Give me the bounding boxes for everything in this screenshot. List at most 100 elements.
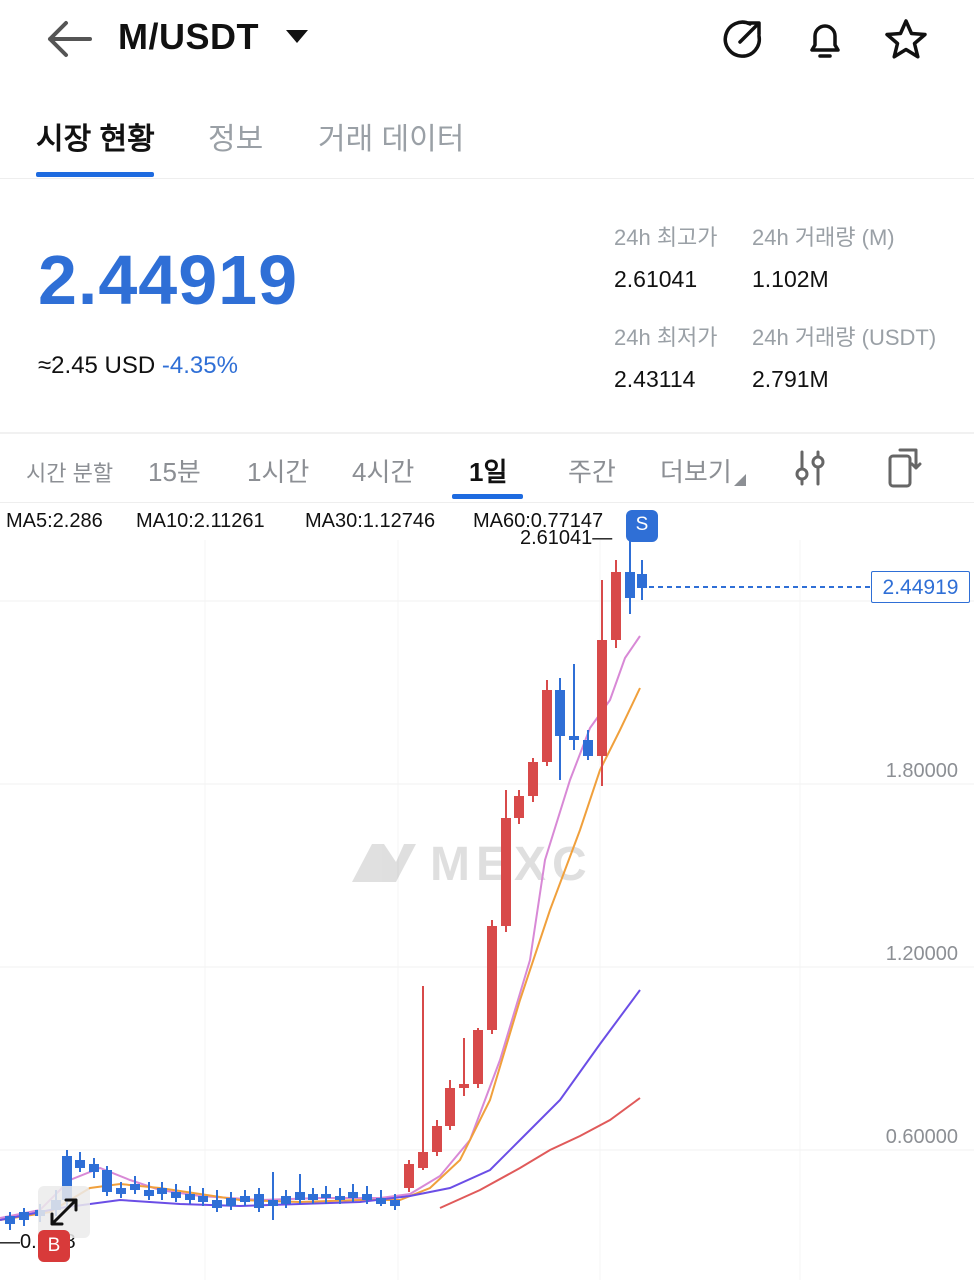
chart-grid (0, 540, 974, 1280)
sell-badge[interactable]: S (626, 510, 658, 542)
y-axis-label-060: 0.60000 (885, 1126, 958, 1148)
low-value: 2.43114 (614, 366, 696, 392)
screen-rotate-icon[interactable] (886, 446, 922, 490)
candle-body-6 (89, 1164, 99, 1172)
expand-chart-button[interactable] (38, 1186, 90, 1238)
candle-body-33 (459, 1084, 469, 1088)
candle-body-4 (62, 1156, 72, 1200)
candle-body-24 (335, 1196, 345, 1200)
candle-body-26 (362, 1194, 372, 1200)
ma30-line (0, 989, 641, 1221)
candle-body-18 (254, 1194, 264, 1208)
candle-body-22 (308, 1194, 318, 1200)
more-caret-icon (734, 474, 746, 486)
tf-weekly[interactable]: 주간 (568, 457, 616, 487)
high-label: 24h 최고가 (614, 225, 718, 250)
svg-text:MEXC: MEXC (430, 838, 593, 891)
candle-body-35 (487, 926, 497, 1030)
candle-body-8 (116, 1188, 126, 1194)
vol-usdt-value: 2.791M (752, 366, 829, 392)
candle-body-16 (226, 1198, 236, 1206)
section-divider (0, 432, 974, 434)
candle-body-12 (171, 1192, 181, 1198)
price-usd-change: ≈2.45 USD -4.35% (38, 352, 238, 380)
active-tab-indicator (36, 172, 154, 177)
candle-body-42 (583, 740, 593, 756)
candle-body-5 (75, 1160, 85, 1168)
candle-body-13 (185, 1194, 195, 1200)
usd-approx: ≈2.45 USD (38, 352, 156, 379)
high-value: 2.61041 (614, 266, 698, 292)
share-icon[interactable] (720, 16, 766, 62)
star-icon[interactable] (883, 16, 929, 62)
tf-more[interactable]: 더보기 (660, 457, 732, 487)
candle-body-29 (404, 1164, 414, 1188)
current-price-tag: 2.44919 (871, 571, 970, 603)
candle-body-1 (19, 1212, 29, 1220)
vol-m-label: 24h 거래량 (M) (752, 225, 895, 250)
candlestick-chart[interactable]: MEXC (0, 540, 974, 1280)
ma10-line (0, 687, 641, 1221)
last-price: 2.44919 (38, 241, 299, 319)
candle-body-44 (611, 572, 621, 640)
active-timeframe-indicator (452, 494, 523, 499)
buy-badge[interactable]: B (38, 1230, 70, 1262)
tf-1h[interactable]: 1시간 (247, 457, 310, 487)
vol-m-value: 1.102M (752, 266, 829, 292)
tab-trade-data[interactable]: 거래 데이터 (318, 123, 465, 156)
candle-body-41 (569, 736, 579, 740)
candle-body-31 (432, 1126, 442, 1152)
mexc-watermark: MEXC (352, 838, 593, 891)
indicator-settings-icon[interactable] (793, 448, 827, 488)
change-percent: -4.35% (161, 352, 238, 379)
candle-body-15 (212, 1200, 222, 1208)
tab-info[interactable]: 정보 (208, 123, 264, 156)
candle-body-20 (281, 1196, 291, 1204)
candle-body-45 (625, 572, 635, 598)
expand-icon (50, 1198, 78, 1226)
section-tabs: 시장 현황 정보 거래 데이터 (0, 100, 974, 179)
candle-body-36 (501, 818, 511, 926)
bell-icon[interactable] (802, 16, 848, 62)
candle-body-14 (198, 1196, 208, 1202)
candle-body-38 (528, 762, 538, 796)
candle-body-21 (295, 1192, 305, 1200)
low-label: 24h 최저가 (614, 325, 718, 350)
tf-timeline[interactable]: 시간 분할 (26, 461, 114, 486)
back-arrow-icon[interactable] (40, 15, 96, 63)
candle-body-37 (514, 796, 524, 818)
tf-1d[interactable]: 1일 (469, 457, 508, 487)
candle-body-7 (102, 1170, 112, 1192)
ma60-legend: MA60:0.77147 (473, 510, 604, 532)
candle-body-28 (390, 1200, 400, 1206)
caret-down-icon[interactable] (286, 30, 308, 43)
ma30-legend: MA30:1.12746 (305, 510, 436, 532)
candle-body-27 (376, 1198, 386, 1204)
candle-body-25 (348, 1192, 358, 1198)
tab-market-overview[interactable]: 시장 현황 (36, 123, 155, 156)
tf-4h[interactable]: 4시간 (352, 457, 415, 487)
candle-body-23 (321, 1194, 331, 1198)
tf-15m[interactable]: 15분 (148, 457, 201, 487)
ma10-legend: MA10:2.11261 (136, 510, 265, 532)
y-axis-label-180: 1.80000 (885, 760, 958, 782)
timeframe-bar: 시간 분할 15분 1시간 4시간 1일 주간 더보기 (0, 436, 974, 503)
candle-body-30 (418, 1152, 428, 1168)
candle-body-43 (597, 640, 607, 756)
candle-body-10 (144, 1190, 154, 1196)
high-marker-label: 2.61041— (520, 527, 613, 549)
ma60-line (439, 1097, 641, 1209)
trading-pair-title[interactable]: M/USDT (118, 16, 259, 57)
candle-body-19 (268, 1200, 278, 1206)
candle-body-32 (445, 1088, 455, 1126)
candle-body-40 (555, 690, 565, 736)
candle-body-0 (5, 1216, 15, 1224)
candle-body-34 (473, 1030, 483, 1084)
candle-body-9 (130, 1184, 140, 1190)
vol-usdt-label: 24h 거래량 (USDT) (752, 325, 937, 350)
header-bar: M/USDT (0, 0, 974, 80)
ma5-legend: MA5:2.286 (6, 510, 103, 532)
candle-body-46 (637, 574, 647, 588)
candle-body-39 (542, 690, 552, 762)
y-axis-label-120: 1.20000 (885, 943, 958, 965)
